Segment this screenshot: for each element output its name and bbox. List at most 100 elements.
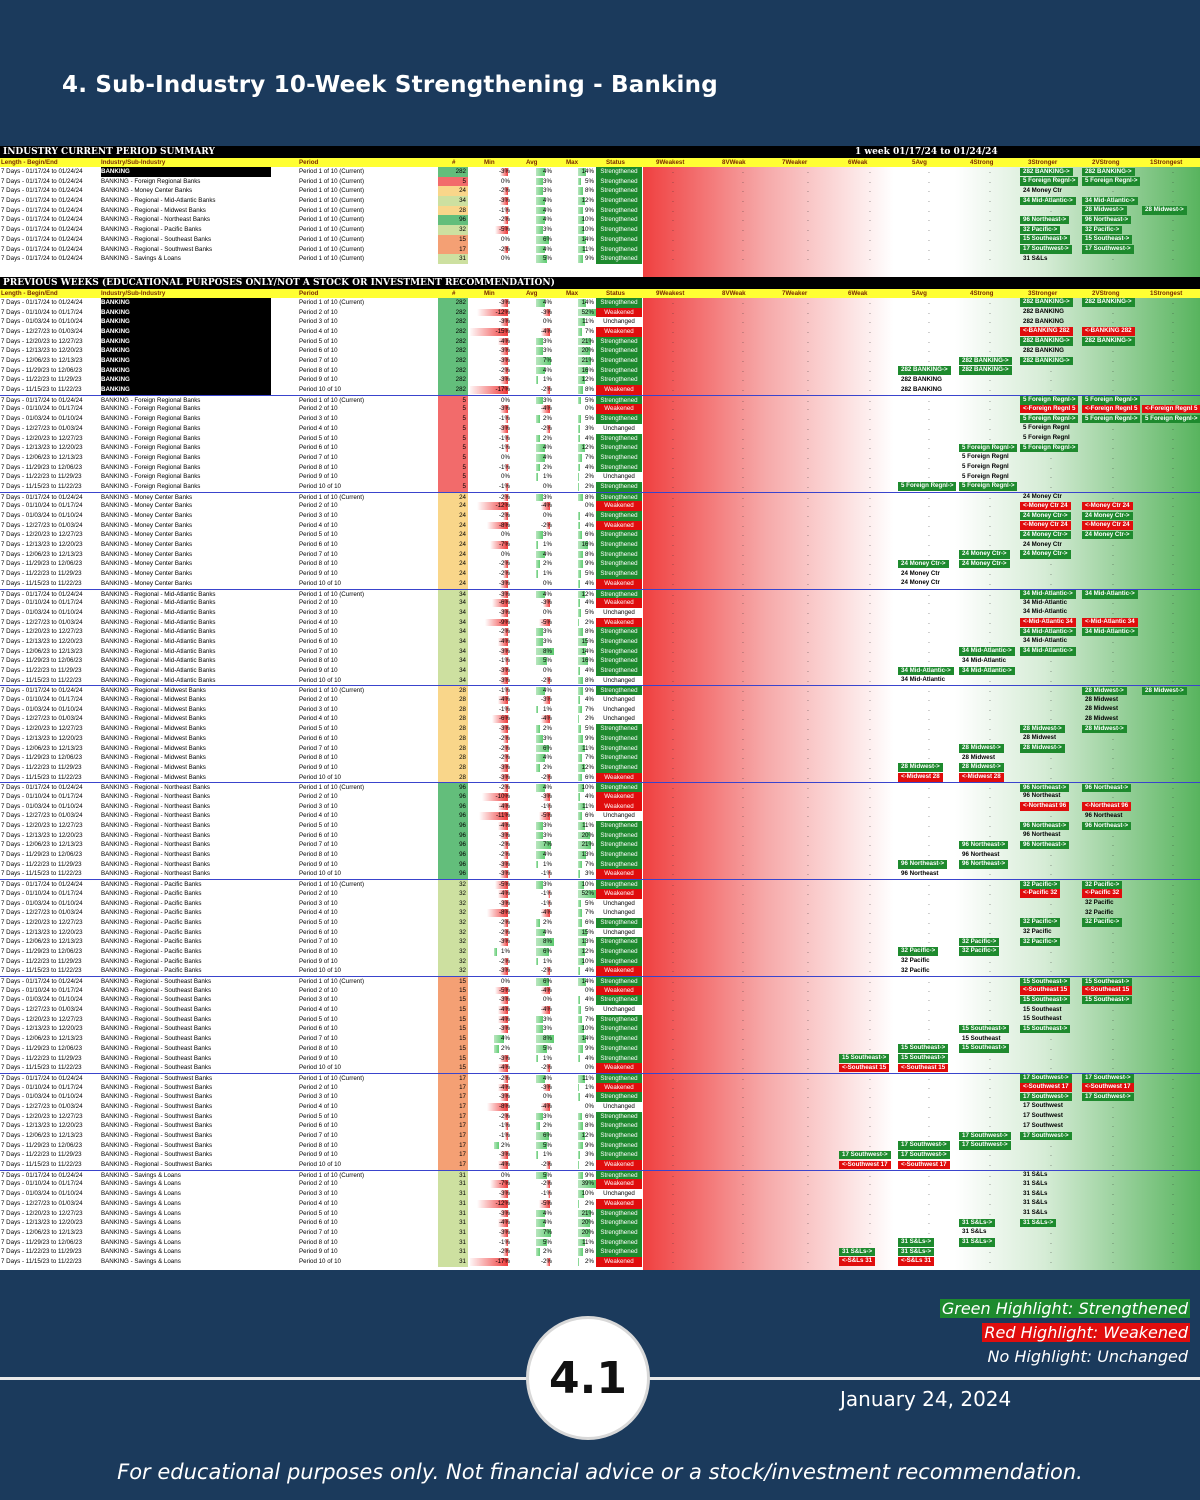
strength-marker: 282 BANKING	[1023, 346, 1064, 354]
strength-marker: 17 Southwest	[1023, 1102, 1063, 1110]
max-cell-value: 5%	[585, 608, 594, 616]
grid-dot: .	[807, 1219, 809, 1227]
min-cell-bar	[484, 618, 508, 627]
grid-dot: .	[672, 618, 674, 626]
grid-dot: .	[869, 376, 871, 384]
grid-dot: .	[672, 657, 674, 665]
avg-cell: 4%	[512, 686, 554, 696]
grid-dot: .	[1172, 386, 1174, 394]
min-cell-value: -2%	[498, 734, 510, 742]
avg-cell-bar	[536, 628, 543, 636]
avg-cell: 5%	[512, 656, 554, 666]
min-cell-value: -1%	[498, 434, 510, 442]
grid-dot: .	[1172, 744, 1174, 752]
grid-dot: .	[869, 541, 871, 549]
max-cell-value: 3%	[585, 870, 594, 878]
period-cell: Period 9 of 10	[299, 570, 338, 578]
max-cell-value: 12%	[581, 947, 594, 955]
max-cell: 12%	[554, 443, 596, 453]
period-cell: Period 5 of 10	[299, 725, 338, 733]
grid-dot: .	[1050, 463, 1052, 471]
avg-cell-bar	[536, 928, 545, 937]
max-cell-value: 12%	[581, 444, 594, 452]
table-row: 7 Days - 11/15/23 to 11/22/23 BANKING - R…	[0, 966, 1200, 976]
avg-cell-bar	[536, 493, 543, 502]
avg-cell-value: 4%	[543, 687, 552, 695]
industry-cell: BANKING - Regional - Northeast Banks	[101, 792, 211, 800]
grid-dot: .	[672, 928, 674, 936]
grid-dot: .	[989, 168, 991, 175]
strength-marker: 15 Southeast	[1023, 1005, 1062, 1013]
min-cell-value: 0%	[501, 235, 510, 243]
max-cell-value: 10%	[581, 216, 594, 224]
avg-cell-bar	[536, 541, 539, 549]
grid-dot: .	[807, 637, 809, 645]
status-badge: Weakened	[596, 966, 642, 976]
min-cell-bar	[476, 502, 508, 510]
max-cell: 9%	[554, 734, 596, 744]
table-row: 7 Days - 12/27/23 to 01/03/24 BANKING Peri…	[0, 326, 1200, 337]
max-cell: 4%	[554, 666, 596, 676]
grid-dot: .	[1172, 482, 1174, 490]
strength-marker: 31 S&Ls->	[1020, 1218, 1057, 1228]
grid-dot: .	[742, 493, 744, 501]
length-cell: 7 Days - 12/13/23 to 12/20/23	[1, 928, 83, 936]
min-cell-bar	[502, 1112, 508, 1121]
grid-dot: .	[869, 705, 871, 713]
count-cell: 32	[438, 956, 468, 967]
grid-dot: .	[869, 870, 871, 878]
count-cell: 15	[438, 1053, 468, 1064]
avg-cell-value: 4%	[543, 851, 552, 859]
grid-dot: .	[928, 405, 930, 413]
report-date: January 24, 2024	[840, 1387, 1012, 1411]
status-badge: Weakened	[596, 307, 642, 318]
avg-cell-value: 8%	[543, 1035, 552, 1043]
grid-dot: .	[928, 792, 930, 800]
avg-cell-value: 1%	[543, 705, 552, 713]
grid-dot: .	[807, 889, 809, 897]
status-badge: Strengthened	[596, 666, 642, 676]
period-cell: Period 6 of 10	[299, 541, 338, 549]
max-cell-value: 21%	[581, 1209, 594, 1217]
industry-cell: BANKING - Regional - Southeast Banks	[101, 1006, 212, 1014]
period-cell: Period 10 of 10	[299, 676, 341, 684]
max-cell: 12%	[554, 375, 596, 385]
grid-dot: .	[1172, 938, 1174, 946]
max-cell: 5%	[554, 1005, 596, 1015]
industry-cell: BANKING - Money Center Banks	[101, 541, 193, 549]
strength-marker: 28 Midwest	[1023, 734, 1057, 742]
min-cell: -7%	[470, 540, 512, 550]
grid-dot: .	[869, 531, 871, 539]
grid-dot: .	[989, 1171, 991, 1179]
grid-dot: .	[989, 696, 991, 704]
min-cell: -3%	[470, 1024, 512, 1034]
length-cell: 7 Days - 11/22/23 to 11/29/23	[1, 1151, 82, 1159]
max-cell: 3%	[554, 1150, 596, 1160]
grid-dot: .	[1172, 366, 1174, 374]
max-cell: 52%	[554, 308, 596, 318]
strength-marker: 32 Pacific	[1085, 899, 1114, 906]
min-cell-value: -3%	[498, 1054, 510, 1062]
status-badge: Strengthened	[596, 1170, 642, 1180]
avg-cell-value: 3%	[543, 347, 552, 355]
min-cell: -17%	[470, 1257, 512, 1267]
grid-dot: .	[1050, 482, 1052, 490]
industry-cell: BANKING - Foreign Regional Banks	[101, 444, 201, 452]
strength-marker: 282 BANKING->	[898, 366, 951, 375]
grid-dot: .	[928, 550, 930, 558]
max-cell: 5%	[554, 608, 596, 618]
grid-dot: .	[989, 1112, 991, 1120]
grid-dot: .	[928, 434, 930, 442]
count-cell: 32	[438, 908, 468, 918]
length-cell: 7 Days - 11/29/23 to 12/06/23	[1, 754, 83, 762]
avg-cell-bar	[536, 881, 543, 889]
grid-dot: .	[672, 715, 674, 723]
grid-dot: .	[869, 347, 871, 355]
grid-dot: .	[1172, 637, 1174, 645]
grid-dot: .	[869, 1171, 871, 1179]
grid-dot: .	[672, 841, 674, 849]
grid-dot: .	[928, 308, 930, 316]
grid-dot: .	[1050, 1248, 1052, 1256]
length-cell: 7 Days - 12/06/23 to 12/13/23	[1, 1132, 83, 1139]
table-row: 7 Days - 11/29/23 to 12/06/23 BANKING - R…	[0, 1043, 1200, 1054]
